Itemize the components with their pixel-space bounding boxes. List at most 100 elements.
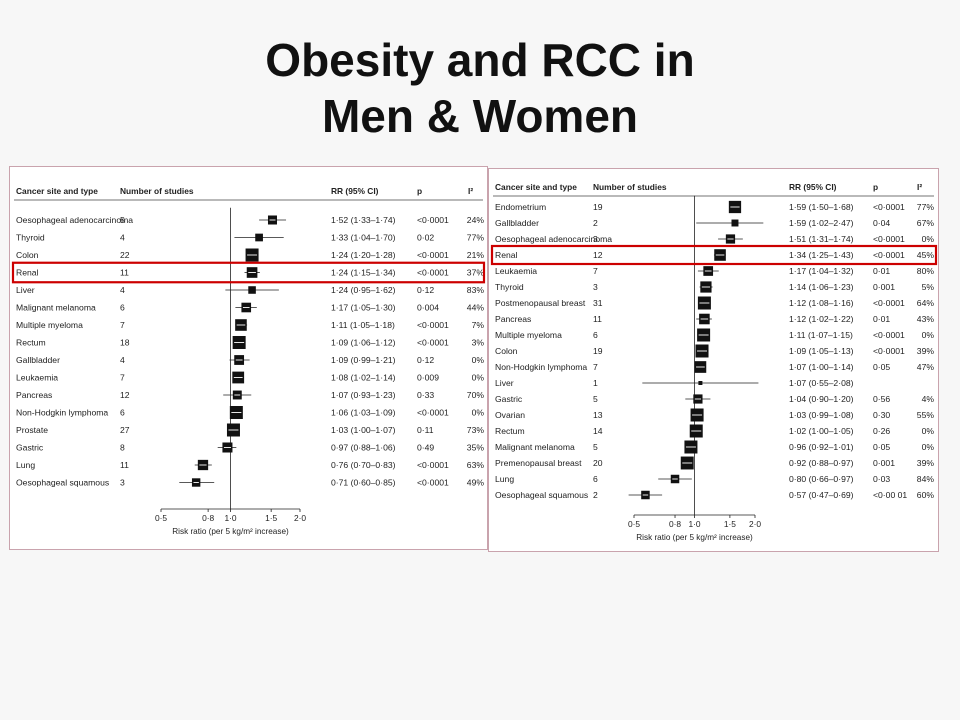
row-p-value: 0·01 bbox=[873, 266, 890, 276]
x-tick-label: 2·0 bbox=[749, 519, 761, 529]
row-p-value: 0·05 bbox=[873, 442, 890, 452]
row-i2: 44% bbox=[467, 303, 485, 313]
slide-title-line-2: Men & Women bbox=[321, 90, 639, 142]
row-site-label: Renal bbox=[16, 268, 39, 278]
row-p-value: 0·009 bbox=[417, 373, 439, 383]
row-p-value: 0·56 bbox=[873, 394, 890, 404]
row-p-value: <0·0001 bbox=[873, 250, 905, 260]
row-study-count: 12 bbox=[593, 250, 603, 260]
row-site-label: Lung bbox=[16, 460, 35, 470]
row-i2: 80% bbox=[917, 266, 935, 276]
row-study-count: 5 bbox=[593, 442, 598, 452]
row-rr-ci: 0·57 (0·47–0·69) bbox=[789, 490, 854, 500]
row-p-value: 0·03 bbox=[873, 474, 890, 484]
slide-title: Obesity and RCC in Men & Women bbox=[0, 32, 960, 144]
row-study-count: 4 bbox=[120, 355, 125, 365]
x-tick-label: 0·8 bbox=[202, 513, 214, 523]
row-site-label: Thyroid bbox=[495, 282, 524, 292]
row-study-count: 12 bbox=[120, 390, 130, 400]
x-tick-label: 0·5 bbox=[155, 513, 167, 523]
row-i2: 0% bbox=[922, 330, 935, 340]
row-p-value: 0·30 bbox=[873, 410, 890, 420]
row-site-label: Endometrium bbox=[495, 202, 546, 212]
row-rr-ci: 1·08 (1·02–1·14) bbox=[331, 373, 396, 383]
row-i2: 83% bbox=[467, 285, 485, 295]
row-site-label: Oesophageal squamous bbox=[16, 478, 109, 488]
row-p-value: 0·001 bbox=[873, 282, 895, 292]
row-p-value: 0·12 bbox=[417, 285, 434, 295]
row-study-count: 7 bbox=[593, 362, 598, 372]
row-study-count: 11 bbox=[120, 460, 129, 470]
row-rr-ci: 1·33 (1·04–1·70) bbox=[331, 233, 396, 243]
row-study-count: 7 bbox=[593, 266, 598, 276]
row-rr-ci: 0·96 (0·92–1·01) bbox=[789, 442, 854, 452]
row-study-count: 18 bbox=[120, 338, 130, 348]
row-i2: 3% bbox=[472, 338, 485, 348]
row-p-value: 0·49 bbox=[417, 443, 434, 453]
row-study-count: 27 bbox=[120, 425, 130, 435]
forest-plot-men: Cancer site and type Number of studies RR … bbox=[11, 186, 486, 536]
row-study-count: 19 bbox=[593, 346, 603, 356]
row-site-label: Renal bbox=[495, 250, 518, 260]
row-rr-ci: 1·59 (1·02–2·47) bbox=[789, 218, 854, 228]
row-i2: 70% bbox=[467, 390, 485, 400]
row-rr-ci: 1·07 (1·00–1·14) bbox=[789, 362, 854, 372]
row-rr-ci: 0·92 (0·88–0·97) bbox=[789, 458, 854, 468]
x-tick-label: 1·0 bbox=[224, 513, 236, 523]
row-p-value: <0·0001 bbox=[417, 268, 449, 278]
row-p-value: <0·0001 bbox=[417, 215, 449, 225]
row-p-value: <0·0001 bbox=[873, 234, 905, 244]
row-i2: 37% bbox=[467, 268, 485, 278]
row-rr-ci: 1·03 (0·99–1·08) bbox=[789, 410, 854, 420]
row-i2: 21% bbox=[467, 250, 485, 260]
row-site-label: Pancreas bbox=[16, 390, 52, 400]
row-p-value: <0·0001 bbox=[873, 202, 905, 212]
x-tick-label: 1·0 bbox=[688, 519, 700, 529]
x-axis-title: Risk ratio (per 5 kg/m² increase) bbox=[636, 533, 753, 542]
header-site: Cancer site and type bbox=[16, 186, 98, 196]
row-rr-ci: 0·76 (0·70–0·83) bbox=[331, 460, 396, 470]
renal-highlight-box bbox=[490, 244, 938, 266]
x-axis-title: Risk ratio (per 5 kg/m² increase) bbox=[172, 527, 289, 536]
row-study-count: 11 bbox=[593, 314, 602, 324]
row-site-label: Gastric bbox=[495, 394, 523, 404]
row-p-value: <0·0001 bbox=[417, 250, 449, 260]
row-rr-ci: 1·24 (0·95–1·62) bbox=[331, 285, 396, 295]
rr-marker bbox=[698, 381, 703, 385]
row-i2: 0% bbox=[472, 355, 485, 365]
row-site-label: Oesophageal adenocarcinoma bbox=[495, 234, 612, 244]
slide-title-line-1: Obesity and RCC in bbox=[265, 34, 695, 86]
row-i2: 55% bbox=[917, 410, 935, 420]
row-i2: 0% bbox=[922, 234, 935, 244]
row-p-value: 0·004 bbox=[417, 303, 439, 313]
row-i2: 67% bbox=[917, 218, 935, 228]
row-site-label: Rectum bbox=[495, 426, 525, 436]
row-i2: 84% bbox=[917, 474, 935, 484]
row-site-label: Rectum bbox=[16, 338, 46, 348]
row-i2: 77% bbox=[917, 202, 935, 212]
row-site-label: Gallbladder bbox=[495, 218, 539, 228]
row-rr-ci: 1·07 (0·55–2·08) bbox=[789, 378, 854, 388]
header-i2: I² bbox=[917, 182, 922, 192]
row-study-count: 11 bbox=[120, 268, 129, 278]
row-rr-ci: 1·51 (1·31–1·74) bbox=[789, 234, 854, 244]
row-site-label: Ovarian bbox=[495, 410, 525, 420]
row-rr-ci: 1·04 (0·90–1·20) bbox=[789, 394, 854, 404]
row-p-value: 0·12 bbox=[417, 355, 434, 365]
row-i2: 7% bbox=[472, 320, 485, 330]
row-site-label: Liver bbox=[495, 378, 514, 388]
row-rr-ci: 1·02 (1·00–1·05) bbox=[789, 426, 854, 436]
row-study-count: 3 bbox=[120, 478, 125, 488]
row-i2: 45% bbox=[917, 250, 935, 260]
row-rr-ci: 1·11 (1·07–1·15) bbox=[789, 330, 853, 340]
row-study-count: 22 bbox=[120, 250, 130, 260]
row-i2: 5% bbox=[922, 282, 935, 292]
row-p-value: 0·04 bbox=[873, 218, 890, 228]
rr-marker bbox=[248, 286, 256, 294]
forest-plot-women-panel: Cancer site and type Number of studies RR … bbox=[488, 168, 939, 552]
renal-highlight-box bbox=[11, 261, 486, 284]
row-rr-ci: 1·11 (1·05–1·18) bbox=[331, 320, 395, 330]
row-i2: 63% bbox=[467, 460, 485, 470]
row-site-label: Lung bbox=[495, 474, 514, 484]
row-p-value: <0·0001 bbox=[417, 320, 449, 330]
